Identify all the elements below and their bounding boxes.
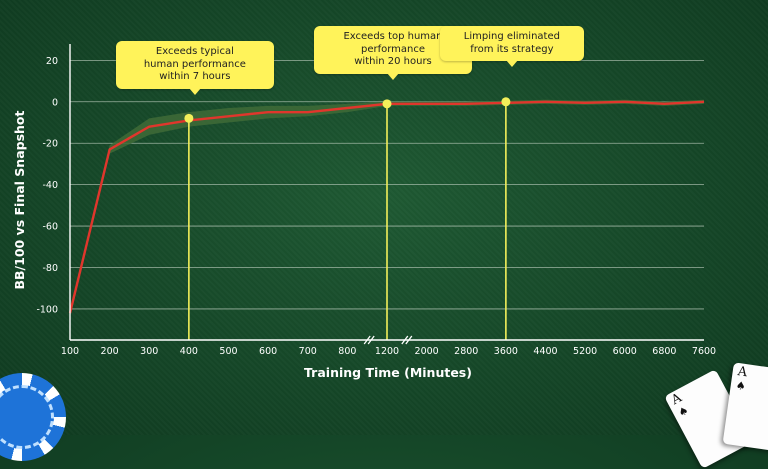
axes — [69, 44, 704, 345]
axis-break-mark — [405, 335, 413, 345]
axis-break-mark — [367, 335, 375, 345]
annotation-dot — [184, 113, 194, 123]
x-tick-label: 7600 — [692, 346, 716, 357]
annotation-dot — [501, 97, 511, 107]
x-tick-labels: 100 200 300 400 500 600 700 800 1200 2000 2800 3600… — [61, 346, 716, 357]
x-tick-label: 2000 — [415, 346, 439, 357]
y-tick-label: -20 — [42, 139, 58, 150]
y-tick-labels: 20 0 -20 -40 -60 -80 -100 — [36, 56, 58, 316]
card-suit: ♠ — [734, 378, 747, 394]
x-tick-label: 500 — [219, 346, 237, 357]
x-tick-label: 700 — [299, 346, 317, 357]
axis-break-mark — [401, 335, 409, 345]
x-tick-label: 400 — [180, 346, 198, 357]
x-tick-label: 600 — [259, 346, 277, 357]
line-chart: 100 200 300 400 500 600 700 800 1200 2000 2800 3600… — [12, 44, 716, 380]
x-tick-label: 5200 — [573, 346, 597, 357]
y-tick-label: 20 — [46, 56, 58, 67]
x-tick-label: 3600 — [494, 346, 518, 357]
card-suit: ♠ — [676, 403, 691, 420]
axis-break-mark — [363, 335, 371, 345]
x-tick-label: 200 — [101, 346, 119, 357]
x-tick-label: 2800 — [454, 346, 478, 357]
x-tick-label: 100 — [61, 346, 79, 357]
x-tick-label: 300 — [140, 346, 158, 357]
y-tick-label: -100 — [36, 304, 58, 315]
y-tick-label: -40 — [42, 180, 58, 191]
x-tick-label: 1200 — [375, 346, 399, 357]
y-tick-label: -80 — [42, 263, 58, 274]
card-rank: A — [736, 364, 749, 381]
annotation-lines — [184, 97, 511, 340]
x-axis-title: Training Time (Minutes) — [304, 365, 472, 380]
x-tick-label: 6000 — [613, 346, 637, 357]
x-tick-label: 4400 — [533, 346, 557, 357]
annotation-callout: Exceeds typical human performance within… — [115, 41, 274, 94]
y-axis-title: BB/100 vs Final Snapshot — [12, 110, 27, 289]
y-tick-label: -60 — [42, 222, 58, 233]
x-tick-label: 6800 — [652, 346, 676, 357]
x-tick-label: 800 — [338, 346, 356, 357]
annotation-callout: Limping eliminated from its strategy — [439, 26, 584, 67]
annotation-dot — [382, 99, 392, 109]
y-tick-label: 0 — [52, 97, 58, 108]
